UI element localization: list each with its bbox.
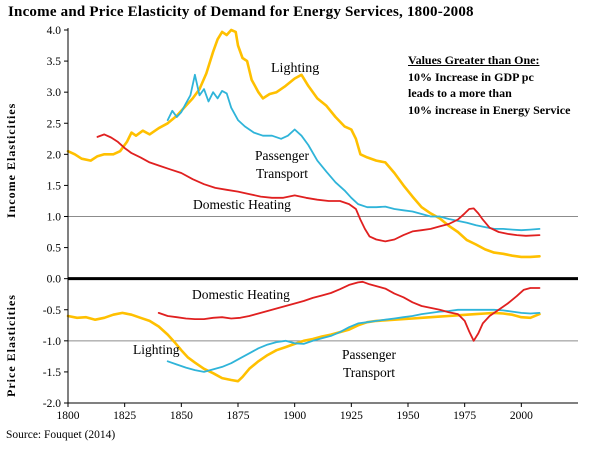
series-line-lighting-income — [66, 28, 541, 259]
annotation-line: leads to a more than — [408, 86, 512, 101]
y-tick-label: 3.0 — [47, 87, 62, 99]
x-tick-label: 1875 — [227, 410, 250, 422]
series-label-heating-income: Domestic Heating — [193, 197, 291, 212]
y-tick-label: 1.0 — [47, 212, 62, 224]
y-tick-label: 2.5 — [47, 118, 62, 130]
y-tick-label: -1.0 — [43, 336, 61, 348]
series-line-passenger-income — [166, 73, 541, 232]
annotation-line: 10% Increase in GDP pc — [408, 69, 534, 84]
annotation-line: 10% increase in Energy Service — [408, 102, 571, 117]
series-label-heating-price: Domestic Heating — [192, 287, 290, 302]
y-tick-label: -0.5 — [43, 305, 61, 317]
price-axis-title: Price Elasticities — [4, 294, 18, 398]
annotation-box: Values Greater than One: 10% Increase in… — [408, 52, 570, 118]
series-label-passenger-price-line1: Passenger — [342, 347, 396, 362]
x-tick-label: 1900 — [283, 410, 306, 422]
x-tick-label: 1925 — [340, 410, 363, 422]
series-line-heating-price — [157, 280, 541, 342]
annotation-heading: Values Greater than One: — [408, 53, 540, 67]
y-tick-label: -1.5 — [43, 367, 61, 379]
y-tick-label: 4.0 — [47, 25, 62, 37]
x-tick-label: 1950 — [397, 410, 420, 422]
series-line-passenger-price — [166, 308, 541, 373]
y-tick-label: 3.5 — [47, 56, 62, 68]
series-label-passenger-line1: Passenger — [255, 148, 309, 163]
x-tick-label: 2000 — [510, 410, 533, 422]
income-axis-title: Income Elasticities — [4, 102, 18, 218]
series-label-passenger-price-line2: Transport — [342, 364, 395, 380]
x-tick-label: 1825 — [113, 410, 136, 422]
x-tick-label: 1975 — [453, 410, 476, 422]
y-tick-label: 1.5 — [47, 180, 62, 192]
y-tick-label: 0.5 — [47, 243, 62, 255]
x-tick-label: 1850 — [170, 410, 193, 422]
series-label-passenger-line2: Transport — [255, 165, 308, 181]
y-tick-label: 2.0 — [47, 149, 62, 161]
source-note: Source: Fouquet (2014) — [6, 429, 116, 441]
series-label-passenger-income: Passenger Transport — [230, 147, 334, 182]
x-tick-label: 1800 — [57, 410, 80, 422]
series-line-heating-income — [96, 133, 541, 243]
chart-title: Income and Price Elasticity of Demand fo… — [8, 4, 474, 20]
y-tick-label: -2.0 — [43, 398, 61, 410]
y-tick-label: 0.0 — [47, 274, 62, 286]
series-label-lighting-price: Lighting — [133, 342, 180, 357]
series-label-passenger-price: Passenger Transport — [317, 346, 421, 381]
series-label-lighting-income: Lighting — [271, 61, 320, 76]
